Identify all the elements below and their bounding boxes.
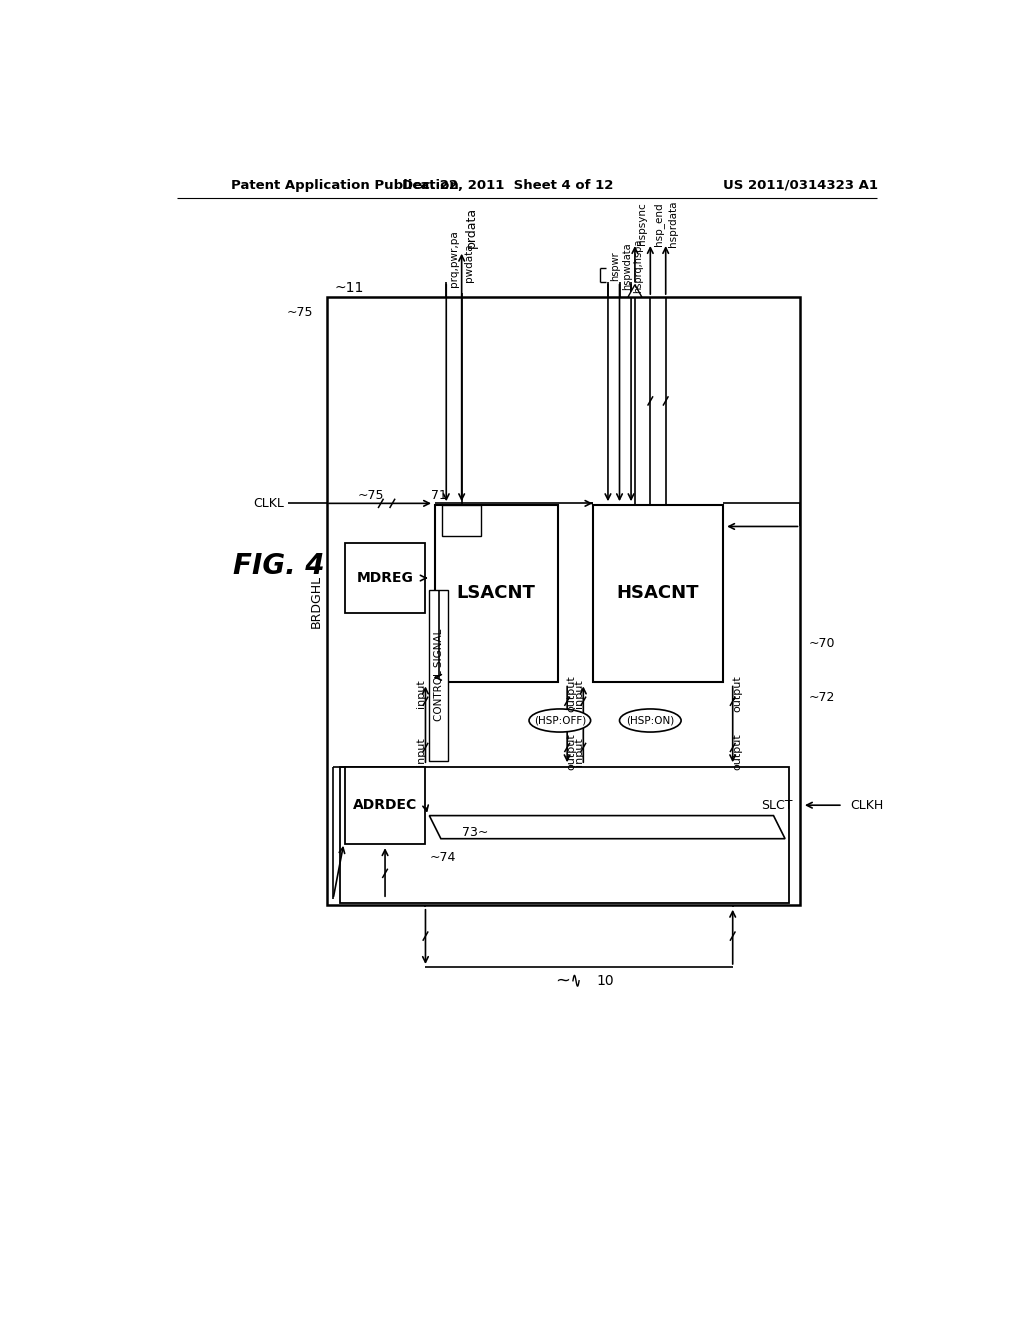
- FancyBboxPatch shape: [345, 767, 425, 843]
- Text: ~75: ~75: [357, 490, 384, 502]
- FancyBboxPatch shape: [593, 506, 724, 682]
- Text: pwdata: pwdata: [464, 243, 474, 281]
- Text: ~11: ~11: [335, 281, 364, 294]
- Text: LSACNT: LSACNT: [457, 585, 536, 602]
- Text: MDREG: MDREG: [356, 572, 414, 585]
- Text: ~74: ~74: [429, 851, 456, 865]
- Text: input: input: [416, 680, 426, 708]
- Text: 73~: 73~: [462, 825, 488, 838]
- Text: (HSP:ON): (HSP:ON): [627, 715, 675, 726]
- Text: hsprdata: hsprdata: [668, 201, 678, 247]
- Text: SLCT: SLCT: [762, 799, 794, 812]
- Text: 10: 10: [596, 974, 613, 987]
- Text: input: input: [573, 680, 584, 708]
- FancyBboxPatch shape: [435, 506, 558, 682]
- Text: output: output: [566, 733, 577, 770]
- FancyBboxPatch shape: [340, 767, 788, 903]
- Text: Patent Application Publication: Patent Application Publication: [230, 178, 459, 191]
- Text: output: output: [732, 733, 742, 770]
- Text: (HSP:OFF): (HSP:OFF): [534, 715, 586, 726]
- Text: input: input: [416, 737, 426, 766]
- Text: output: output: [566, 675, 577, 711]
- Text: CLKL: CLKL: [254, 496, 285, 510]
- FancyBboxPatch shape: [345, 544, 425, 612]
- Text: output: output: [732, 675, 742, 711]
- Text: 71: 71: [431, 490, 446, 502]
- Ellipse shape: [529, 709, 591, 733]
- Text: US 2011/0314323 A1: US 2011/0314323 A1: [723, 178, 878, 191]
- FancyBboxPatch shape: [327, 297, 801, 906]
- Text: hspwr: hspwr: [610, 251, 621, 281]
- Text: hsprq,hspa: hsprq,hspa: [634, 239, 643, 293]
- Text: prq,pwr,pa: prq,pwr,pa: [449, 230, 459, 286]
- Text: BRDGHL: BRDGHL: [309, 574, 323, 628]
- Polygon shape: [429, 816, 785, 838]
- Text: FIG. 4: FIG. 4: [232, 553, 325, 581]
- Text: hspwdata: hspwdata: [622, 243, 632, 290]
- Ellipse shape: [620, 709, 681, 733]
- Text: CONTROL SIGNAL: CONTROL SIGNAL: [433, 628, 443, 721]
- Text: hsp_end: hsp_end: [652, 202, 664, 246]
- Text: Dec. 22, 2011  Sheet 4 of 12: Dec. 22, 2011 Sheet 4 of 12: [402, 178, 613, 191]
- Text: ADRDEC: ADRDEC: [353, 799, 417, 812]
- FancyBboxPatch shape: [442, 506, 481, 536]
- Polygon shape: [628, 285, 642, 297]
- Text: CLKH: CLKH: [851, 799, 884, 812]
- Text: ~70: ~70: [808, 638, 835, 649]
- FancyBboxPatch shape: [429, 590, 447, 760]
- Text: hspsync: hspsync: [637, 202, 647, 246]
- Text: ~72: ~72: [808, 690, 835, 704]
- Text: ~: ~: [555, 972, 569, 990]
- Text: HSACNT: HSACNT: [616, 585, 699, 602]
- Text: prdata: prdata: [465, 207, 478, 248]
- Text: ~75: ~75: [287, 306, 313, 319]
- Text: input: input: [573, 737, 584, 766]
